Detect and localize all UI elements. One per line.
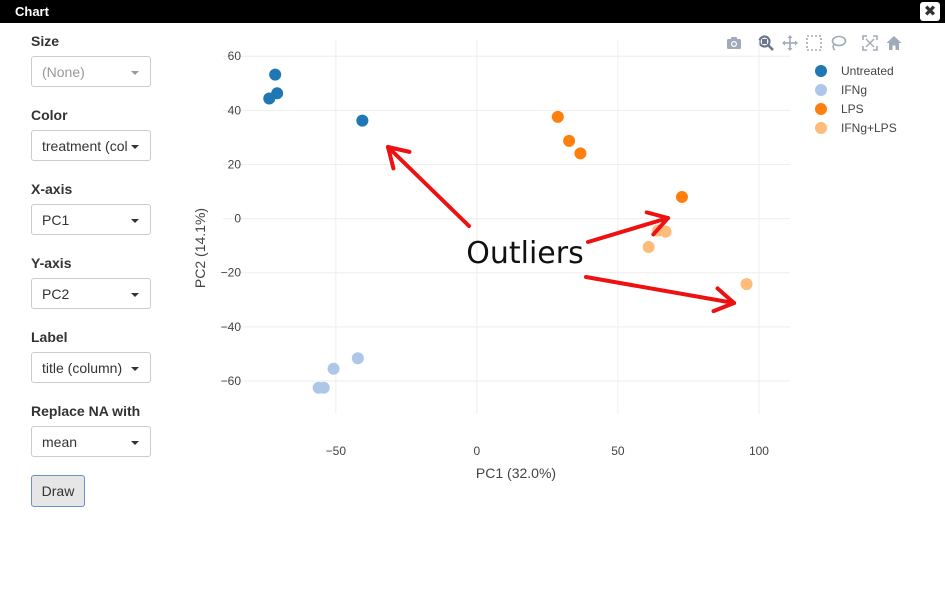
xaxis-label: X-axis xyxy=(31,181,73,197)
arrow-shaft xyxy=(586,216,670,244)
window-title: Chart xyxy=(15,4,49,19)
y-tick-label: −40 xyxy=(221,320,242,334)
legend-label: LPS xyxy=(841,102,864,116)
arrow-shaft xyxy=(584,275,736,305)
chevron-down-icon xyxy=(131,219,139,223)
y-tick-label: 60 xyxy=(228,49,242,63)
data-point xyxy=(327,362,340,375)
color-select-value: treatment (col xyxy=(42,138,128,154)
home-icon[interactable] xyxy=(885,34,903,52)
replace-na-label: Replace NA with xyxy=(31,403,141,419)
legend: Untreated IFNg LPS IFNg+LPS xyxy=(815,64,897,135)
lasso-select-icon[interactable] xyxy=(829,34,847,52)
data-point xyxy=(551,110,564,123)
y-axis-title: PC2 (14.1%) xyxy=(192,208,208,288)
arrow-head xyxy=(651,216,670,237)
window-titlebar: Chart ✖ xyxy=(0,0,945,23)
legend-label: IFNg+LPS xyxy=(841,121,897,135)
y-tick-label: 40 xyxy=(228,103,242,117)
autoscale-icon[interactable] xyxy=(861,34,879,52)
outliers-label: Outliers xyxy=(466,236,583,271)
data-point xyxy=(574,147,587,160)
data-point xyxy=(675,190,688,203)
data-point xyxy=(351,352,364,365)
axis-ticks: −50 0 50 100 −60 −40 −20 0 20 40 60 xyxy=(221,49,770,458)
legend-marker xyxy=(815,65,827,77)
chevron-down-icon xyxy=(131,293,139,297)
y-tick-label: 20 xyxy=(228,157,242,171)
replace-na-select-value: mean xyxy=(42,434,78,450)
draw-button[interactable]: Draw xyxy=(31,475,85,507)
xaxis-select[interactable]: PC1 xyxy=(31,204,151,235)
data-point xyxy=(563,134,576,147)
xaxis-select-value: PC1 xyxy=(42,212,70,228)
chevron-down-icon xyxy=(131,441,139,445)
arrow-head xyxy=(715,286,736,305)
size-select[interactable]: (None) xyxy=(31,56,151,87)
legend-marker xyxy=(815,84,827,96)
yaxis-label: Y-axis xyxy=(31,255,72,271)
x-tick-label: −50 xyxy=(326,444,347,458)
data-points xyxy=(263,68,753,394)
size-label: Size xyxy=(31,33,60,49)
pan-icon[interactable] xyxy=(781,34,799,52)
arrow-head xyxy=(644,210,670,220)
close-button[interactable]: ✖ xyxy=(920,2,940,21)
zoom-icon[interactable] xyxy=(757,34,775,52)
data-point xyxy=(659,225,672,238)
chevron-down-icon xyxy=(131,367,139,371)
data-point xyxy=(269,68,282,81)
camera-icon[interactable] xyxy=(725,34,743,52)
legend-marker xyxy=(815,103,827,115)
y-tick-label: 0 xyxy=(234,212,241,226)
data-point xyxy=(740,278,753,291)
y-tick-label: −20 xyxy=(221,266,242,280)
x-tick-label: 0 xyxy=(474,444,481,458)
data-point xyxy=(642,241,655,253)
data-point xyxy=(263,92,276,105)
legend-label: IFNg xyxy=(841,83,867,97)
data-point xyxy=(356,114,369,127)
yaxis-select-value: PC2 xyxy=(42,286,70,302)
box-select-icon[interactable] xyxy=(805,34,823,52)
arrow-head xyxy=(386,145,396,171)
label-label: Label xyxy=(31,329,68,345)
arrow-shaft xyxy=(386,145,471,228)
label-select-value: title (column) xyxy=(42,360,123,376)
replace-na-select[interactable]: mean xyxy=(31,426,151,457)
y-tick-label: −60 xyxy=(221,374,242,388)
chevron-down-icon xyxy=(131,71,139,75)
legend-label: Untreated xyxy=(841,64,894,78)
chevron-down-icon xyxy=(131,145,139,149)
legend-marker xyxy=(815,122,827,134)
label-select[interactable]: title (column) xyxy=(31,352,151,383)
color-select[interactable]: treatment (col xyxy=(31,130,151,161)
outliers-annotation xyxy=(386,145,736,314)
gridlines xyxy=(223,40,790,414)
color-label: Color xyxy=(31,107,68,123)
x-axis-title: PC1 (32.0%) xyxy=(476,465,556,481)
x-tick-label: 100 xyxy=(749,444,769,458)
data-point xyxy=(317,381,330,394)
size-select-value: (None) xyxy=(42,64,85,80)
yaxis-select[interactable]: PC2 xyxy=(31,278,151,309)
arrow-head xyxy=(711,301,736,314)
arrow-head xyxy=(386,145,412,154)
x-tick-label: 50 xyxy=(611,444,625,458)
